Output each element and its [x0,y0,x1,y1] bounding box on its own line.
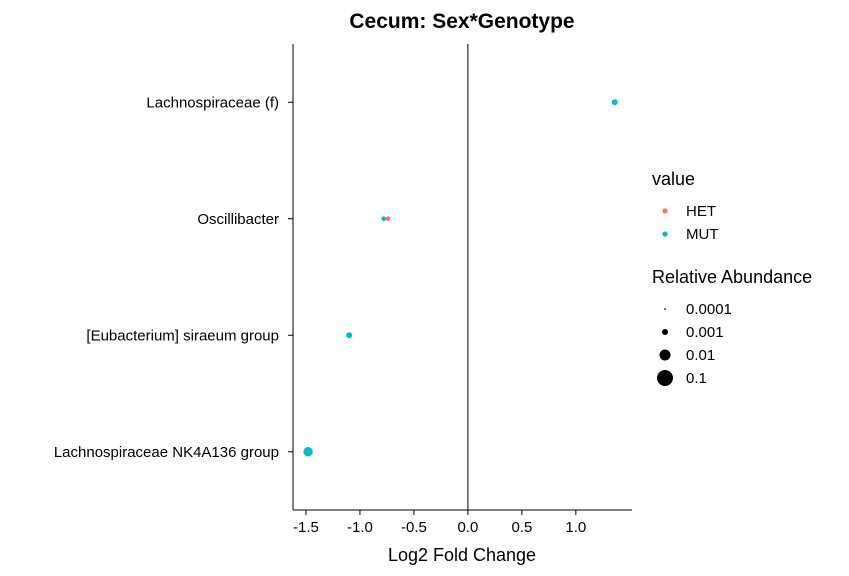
legend-color-title: value [652,169,695,189]
legend-size-label: 0.0001 [686,301,732,318]
point-het [385,216,391,222]
y-tick-label: Lachnospiraceae (f) [146,94,279,111]
legend-size-key [657,370,673,386]
x-tick-label: 1.0 [565,519,586,536]
point-mut [611,99,618,106]
x-axis: -1.5 -1.0 -0.5 0.0 0.5 1.0 [293,509,632,536]
legend-color-key [662,208,668,214]
x-tick-label: 0.5 [511,519,532,536]
legend-size-label: 0.1 [686,370,707,387]
legend-size-label: 0.01 [686,347,715,364]
data-points [303,99,618,457]
x-axis-label: Log2 Fold Change [388,545,536,565]
legend-size-title: Relative Abundance [652,267,812,287]
legend-size-key [664,308,666,310]
point-mut [303,447,313,457]
legend-color-key [662,231,668,237]
legend-color-label: HET [686,203,716,220]
legend-size-key [659,349,671,361]
x-tick-label: -0.5 [401,519,427,536]
chart-title: Cecum: Sex*Genotype [349,10,574,33]
legend-size-key [662,329,668,335]
legend-color-label: MUT [686,226,719,243]
x-tick-label: 0.0 [457,519,478,536]
point-mut [346,332,353,339]
y-tick-label: Oscillibacter [197,211,279,228]
y-tick-label: Lachnospiraceae NK4A136 group [54,444,279,461]
x-tick-label: -1.0 [347,519,373,536]
y-axis: Lachnospiraceae (f) Oscillibacter [Eubacte… [54,44,294,510]
legend: value HET MUT Relative Abundance 0.0001 0.001… [652,169,812,387]
y-tick-label: [Eubacterium] siraeum group [86,327,279,344]
legend-size-label: 0.001 [686,324,724,341]
point-mut [381,216,387,222]
x-tick-label: -1.5 [293,519,319,536]
